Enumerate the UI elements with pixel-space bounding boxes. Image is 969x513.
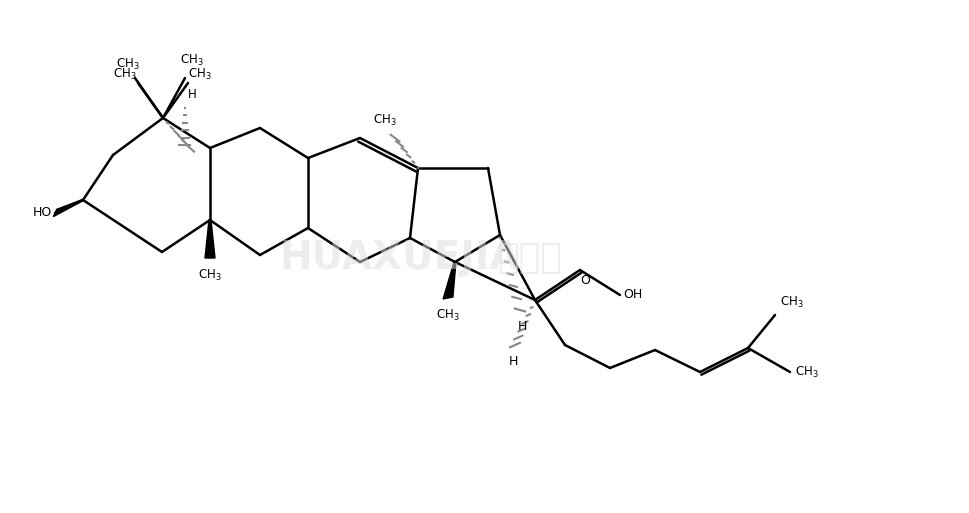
Text: CH$_3$: CH$_3$ bbox=[180, 53, 203, 68]
Text: H: H bbox=[187, 88, 196, 101]
Polygon shape bbox=[53, 199, 83, 216]
Polygon shape bbox=[443, 262, 455, 299]
Text: CH$_3$: CH$_3$ bbox=[795, 364, 818, 380]
Text: 化学加: 化学加 bbox=[497, 241, 562, 275]
Text: CH$_3$: CH$_3$ bbox=[198, 268, 222, 283]
Text: CH$_3$: CH$_3$ bbox=[188, 67, 211, 82]
Text: CH$_3$: CH$_3$ bbox=[779, 295, 803, 310]
Text: HUAXUEJIA: HUAXUEJIA bbox=[279, 239, 519, 277]
Text: CH$_3$: CH$_3$ bbox=[116, 57, 140, 72]
Text: OH: OH bbox=[622, 288, 641, 302]
Text: CH$_3$: CH$_3$ bbox=[436, 308, 459, 323]
Text: H: H bbox=[508, 355, 517, 368]
Text: CH$_3$: CH$_3$ bbox=[373, 113, 396, 128]
Polygon shape bbox=[204, 220, 215, 258]
Text: O: O bbox=[579, 273, 589, 286]
Text: H: H bbox=[516, 320, 526, 333]
Text: HO: HO bbox=[33, 207, 52, 220]
Text: CH$_3$: CH$_3$ bbox=[113, 67, 137, 82]
